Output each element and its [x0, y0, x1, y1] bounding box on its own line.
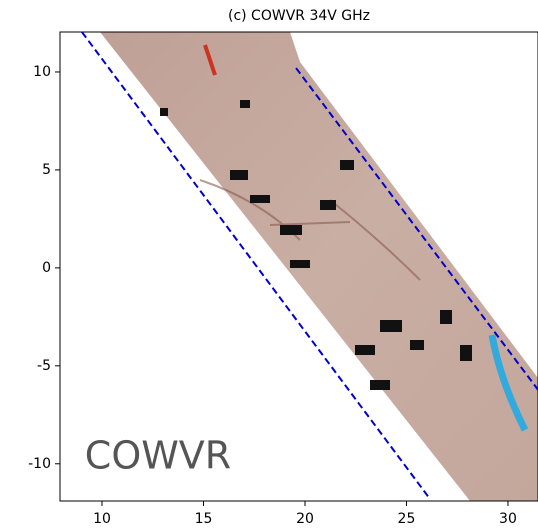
chart: (c) COWVR 34V GHz COWVR 10 15 20 25 30 -10 -5 0…	[0, 0, 538, 531]
y-tick-label: -5	[37, 358, 51, 374]
y-tick-label: 0	[42, 260, 51, 276]
annotation: COWVR	[85, 434, 231, 478]
x-tick-label: 20	[296, 511, 314, 527]
y-tick-label: 10	[33, 64, 51, 80]
y-tick-label: -10	[28, 456, 51, 472]
x-tick-label: 30	[499, 511, 517, 527]
page: {"chart_data": {"type": "line", "title":…	[0, 0, 538, 531]
x-tick-label: 10	[93, 511, 111, 527]
x-tick-label: 25	[398, 511, 416, 527]
chart-title: (c) COWVR 34V GHz	[228, 8, 370, 24]
y-tick-label: 5	[42, 162, 51, 178]
swath-image	[100, 32, 538, 501]
swath	[100, 32, 538, 501]
x-tick-label: 15	[195, 511, 213, 527]
